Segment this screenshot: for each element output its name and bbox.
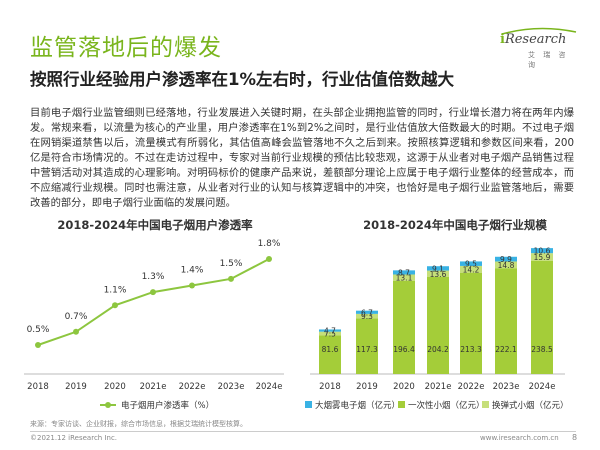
legend-label: 一次性小烟（亿元） bbox=[408, 400, 485, 411]
bar-label-disposable: 196.4 bbox=[393, 345, 415, 354]
bar-label-large-vapor: 6.7 bbox=[361, 308, 373, 317]
x-tick-label: 2021e bbox=[425, 382, 452, 392]
legend-swatch bbox=[482, 401, 489, 408]
legend-label: 大烟雾电子烟（亿元） bbox=[315, 400, 400, 411]
data-label: 1.5% bbox=[220, 259, 243, 269]
bar-label-cartridge: 13.6 bbox=[430, 270, 447, 279]
bar-label-large-vapor: 9.1 bbox=[432, 264, 444, 273]
x-tick-label: 2020 bbox=[393, 382, 415, 392]
copyright: ©2021.12 iResearch Inc. bbox=[30, 434, 118, 442]
data-label: 0.5% bbox=[27, 325, 50, 335]
bar-segment-disposable bbox=[427, 277, 449, 374]
x-tick-label: 2021e bbox=[140, 382, 167, 392]
bar-label-disposable: 204.2 bbox=[427, 345, 449, 354]
bar-segment-cartridge bbox=[427, 270, 449, 278]
x-tick-label: 2022e bbox=[458, 382, 485, 392]
source-note: 来源：专家访谈、企业财报，综合市场信息，根据艾瑞统计模型核算。 bbox=[30, 420, 247, 428]
bar-segment-large-vapor bbox=[427, 266, 449, 271]
bar-segment-disposable bbox=[356, 318, 378, 374]
data-label: 1.1% bbox=[104, 285, 127, 295]
data-point bbox=[112, 302, 118, 309]
legend-marker bbox=[105, 402, 111, 408]
bar-label-cartridge: 14.8 bbox=[498, 261, 515, 270]
bar-chart-title: 2018-2024年中国电子烟行业规模 bbox=[363, 218, 547, 232]
site-url[interactable]: www.iresearch.com.cn bbox=[480, 434, 559, 442]
x-tick-label: 2023e bbox=[218, 382, 245, 392]
logo-cn: 艾 瑞 咨 询 bbox=[528, 51, 569, 69]
legend-label: 电子烟用户渗透率（%） bbox=[121, 400, 214, 411]
bar-segment-disposable bbox=[319, 335, 341, 374]
bar-segment-large-vapor bbox=[393, 270, 415, 275]
bar-segment-cartridge bbox=[356, 313, 378, 319]
logo-brand: iResearch bbox=[500, 32, 567, 47]
bar-segment-cartridge bbox=[495, 261, 517, 269]
x-tick-label: 2020 bbox=[104, 382, 126, 392]
bar-segment-disposable bbox=[531, 260, 553, 374]
page-number: 8 bbox=[572, 433, 578, 442]
data-label: 1.3% bbox=[142, 272, 165, 282]
legend-swatch bbox=[305, 401, 312, 408]
data-point bbox=[189, 282, 195, 289]
line-chart-title: 2018-2024年中国电子烟用户渗透率 bbox=[57, 218, 253, 232]
data-label: 0.7% bbox=[65, 312, 88, 322]
data-point bbox=[35, 342, 41, 348]
bar-label-disposable: 117.3 bbox=[356, 345, 378, 354]
bar-label-large-vapor: 9.9 bbox=[500, 255, 512, 264]
bar-segment-cartridge bbox=[460, 265, 482, 273]
x-tick-label: 2024e bbox=[529, 382, 556, 392]
x-tick-label: 2022e bbox=[179, 382, 206, 392]
data-label: 1.4% bbox=[181, 265, 204, 275]
bar-label-disposable: 222.1 bbox=[495, 345, 517, 354]
bar-segment-large-vapor bbox=[356, 310, 378, 314]
bar-label-cartridge: 15.9 bbox=[534, 253, 551, 262]
bar-label-large-vapor: 9.5 bbox=[465, 260, 477, 269]
logo-swoosh-icon bbox=[501, 27, 577, 35]
data-label: 1.8% bbox=[258, 239, 281, 249]
page-title: 监管落地后的爆发 bbox=[30, 35, 222, 61]
bar-label-disposable: 81.6 bbox=[322, 345, 339, 354]
x-tick-label: 2019 bbox=[65, 382, 87, 392]
bar-segment-disposable bbox=[460, 272, 482, 374]
x-tick-label: 2018 bbox=[27, 382, 49, 392]
bar-segment-disposable bbox=[495, 268, 517, 374]
x-tick-label: 2023e bbox=[493, 382, 520, 392]
bar-label-large-vapor: 4.7 bbox=[324, 327, 336, 336]
x-tick-label: 2019 bbox=[356, 382, 378, 392]
bar-label-cartridge: 9.3 bbox=[361, 312, 373, 321]
bar-segment-disposable bbox=[393, 280, 415, 374]
bar-label-disposable: 238.5 bbox=[531, 345, 553, 354]
bar-label-large-vapor: 10.6 bbox=[534, 247, 551, 256]
bar-label-cartridge: 13.1 bbox=[396, 274, 413, 283]
legend-swatch bbox=[398, 401, 405, 408]
bar-segment-large-vapor bbox=[495, 256, 517, 262]
x-tick-label: 2024e bbox=[256, 382, 283, 392]
bar-label-disposable: 213.3 bbox=[460, 345, 482, 354]
bar-segment-large-vapor bbox=[531, 248, 553, 254]
data-point bbox=[150, 289, 156, 296]
data-point bbox=[228, 275, 234, 282]
bar-segment-cartridge bbox=[531, 253, 553, 261]
footer-divider bbox=[30, 431, 576, 432]
bar-segment-cartridge bbox=[319, 331, 341, 336]
bar-label-cartridge: 14.2 bbox=[463, 265, 480, 274]
legend-label: 换弹式小烟（亿元） bbox=[492, 400, 569, 411]
data-point bbox=[73, 328, 79, 335]
bar-segment-large-vapor bbox=[460, 261, 482, 266]
body-paragraph: 目前电子烟行业监管细则已经落地，行业发展进入关键时期，在头部企业拥抱监管的同时，… bbox=[30, 107, 574, 209]
bar-segment-large-vapor bbox=[319, 329, 341, 332]
x-tick-label: 2018 bbox=[319, 382, 341, 392]
bar-label-cartridge: 7.5 bbox=[324, 329, 336, 338]
bar-segment-cartridge bbox=[393, 274, 415, 281]
iresearch-logo: iResearch 艾 瑞 咨 询 bbox=[498, 26, 578, 69]
page-subtitle: 按照行业经验用户渗透率在1%左右时，行业估值倍数越大 bbox=[30, 70, 455, 89]
bar-label-large-vapor: 8.7 bbox=[398, 268, 410, 277]
data-point bbox=[266, 256, 272, 262]
